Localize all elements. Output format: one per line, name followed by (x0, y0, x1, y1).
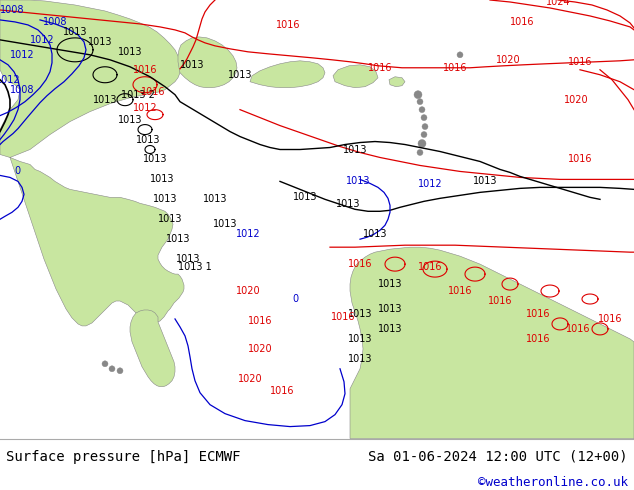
Circle shape (421, 115, 427, 121)
Text: 1016: 1016 (248, 316, 272, 326)
Text: 1016: 1016 (598, 314, 622, 324)
Polygon shape (178, 37, 237, 88)
Text: 1016: 1016 (443, 63, 467, 73)
Circle shape (419, 107, 425, 113)
Text: 1020: 1020 (236, 286, 261, 296)
Text: 1013: 1013 (203, 195, 227, 204)
Text: 1016: 1016 (141, 87, 165, 97)
Text: 1013: 1013 (143, 154, 167, 165)
Text: 1016: 1016 (526, 334, 550, 344)
Circle shape (109, 366, 115, 372)
Text: 1016: 1016 (418, 262, 443, 272)
Text: 1013: 1013 (136, 135, 160, 145)
Text: 1013: 1013 (63, 27, 87, 37)
Text: 1020: 1020 (238, 374, 262, 384)
Text: 1024: 1024 (546, 0, 571, 7)
Polygon shape (130, 310, 175, 387)
Polygon shape (333, 65, 378, 88)
Text: 1016: 1016 (368, 63, 392, 73)
Text: 1012: 1012 (133, 102, 157, 113)
Text: 1016: 1016 (510, 17, 534, 27)
Text: 1013: 1013 (348, 309, 372, 319)
Text: 1012: 1012 (10, 50, 34, 60)
Text: 1013: 1013 (87, 37, 112, 47)
Text: 1013: 1013 (346, 176, 370, 186)
Circle shape (457, 52, 463, 58)
Text: 1013: 1013 (118, 47, 142, 57)
Text: Sa 01-06-2024 12:00 UTC (12+00): Sa 01-06-2024 12:00 UTC (12+00) (368, 449, 628, 464)
Circle shape (418, 140, 426, 147)
Text: 1013: 1013 (348, 354, 372, 364)
Text: 1013: 1013 (158, 214, 182, 224)
Text: 1013: 1013 (150, 174, 174, 184)
Text: 1012: 1012 (0, 75, 20, 85)
Text: 1016: 1016 (566, 324, 590, 334)
Text: 1016: 1016 (526, 309, 550, 319)
Text: 1013: 1013 (118, 115, 142, 124)
Text: 1013: 1013 (180, 60, 204, 70)
Text: 1013: 1013 (228, 70, 252, 80)
Text: Surface pressure [hPa] ECMWF: Surface pressure [hPa] ECMWF (6, 449, 241, 464)
Text: 1008: 1008 (42, 17, 67, 27)
Circle shape (422, 123, 428, 129)
Circle shape (117, 368, 123, 374)
Polygon shape (389, 77, 405, 87)
Text: 1016: 1016 (488, 296, 512, 306)
Text: 1013: 1013 (363, 229, 387, 239)
Text: 1013: 1013 (343, 145, 367, 154)
Text: 0: 0 (292, 294, 298, 304)
Circle shape (417, 98, 423, 105)
Text: 1012: 1012 (236, 229, 261, 239)
Text: 1016: 1016 (269, 386, 294, 396)
Text: 1020: 1020 (496, 55, 521, 65)
Text: 1016: 1016 (276, 20, 301, 30)
Text: 0: 0 (14, 167, 20, 176)
Circle shape (102, 361, 108, 367)
Text: 1016: 1016 (568, 154, 592, 165)
Circle shape (414, 91, 422, 98)
Text: 1013 2: 1013 2 (121, 90, 155, 99)
Polygon shape (0, 0, 184, 326)
Text: 1013: 1013 (336, 199, 360, 209)
Text: 1012: 1012 (30, 35, 55, 45)
Text: 1008: 1008 (0, 5, 24, 15)
Text: 1013: 1013 (176, 254, 200, 264)
Text: 1020: 1020 (248, 344, 273, 354)
Text: 1013: 1013 (153, 195, 178, 204)
Text: 1008: 1008 (10, 85, 34, 95)
Text: 1016: 1016 (348, 259, 372, 269)
Circle shape (421, 132, 427, 138)
Text: 1016: 1016 (133, 65, 157, 75)
Text: 1013: 1013 (293, 193, 317, 202)
Polygon shape (250, 61, 325, 88)
Text: 1013: 1013 (378, 304, 402, 314)
Text: 1016: 1016 (331, 312, 355, 322)
Circle shape (417, 149, 423, 155)
Text: 1013: 1013 (93, 95, 117, 105)
Text: ©weatheronline.co.uk: ©weatheronline.co.uk (477, 476, 628, 489)
Text: 1013: 1013 (378, 324, 402, 334)
Text: 1013: 1013 (473, 176, 497, 186)
Text: 1020: 1020 (564, 95, 588, 105)
Text: 1013: 1013 (378, 279, 402, 289)
Text: 1013 1: 1013 1 (178, 262, 212, 272)
Text: 1013: 1013 (213, 219, 237, 229)
Text: 1016: 1016 (448, 286, 472, 296)
Polygon shape (350, 247, 634, 439)
Text: 1012: 1012 (418, 179, 443, 190)
Text: 1016: 1016 (568, 57, 592, 67)
Text: 1013: 1013 (165, 234, 190, 244)
Text: 1013: 1013 (348, 334, 372, 344)
